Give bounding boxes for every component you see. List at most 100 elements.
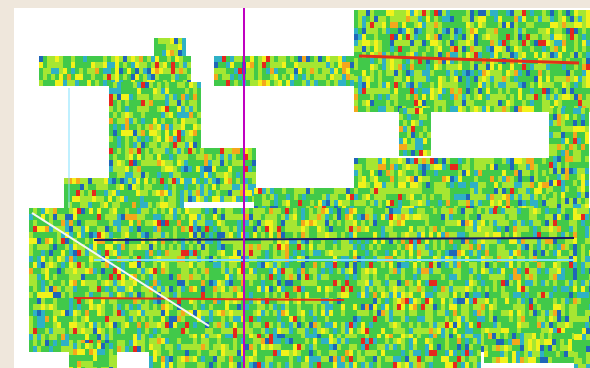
heatmap-cell — [370, 164, 374, 170]
heatmap-cell — [101, 262, 105, 268]
heatmap-cell — [554, 34, 558, 40]
heatmap-cell — [510, 100, 514, 106]
heatmap-cell — [474, 46, 478, 52]
heatmap-cell — [470, 10, 474, 16]
heatmap-cell — [334, 56, 338, 62]
heatmap-cell — [161, 268, 165, 274]
heatmap-cell — [446, 106, 450, 112]
heatmap-cell — [237, 226, 241, 232]
heatmap-cell — [212, 160, 216, 166]
heatmap-cell — [569, 204, 573, 210]
heatmap-cell — [418, 176, 422, 182]
heatmap-cell — [482, 100, 486, 106]
heatmap-cell — [220, 160, 224, 166]
heatmap-cell — [410, 200, 414, 206]
heatmap-cell — [478, 70, 482, 76]
heatmap-cell — [201, 226, 205, 232]
heatmap-cell — [205, 334, 209, 340]
heatmap-cell — [212, 148, 216, 154]
heatmap-cell — [362, 100, 366, 106]
heatmap-cell — [173, 214, 177, 220]
heatmap-cell — [153, 226, 157, 232]
heatmap-cell — [45, 268, 49, 274]
heatmap-cell — [217, 250, 221, 256]
heatmap-cell — [153, 232, 157, 238]
heatmap-cell — [313, 274, 317, 280]
heatmap-cell — [398, 10, 402, 16]
heatmap-cell — [265, 226, 269, 232]
heatmap-cell — [406, 40, 410, 46]
heatmap-cell — [57, 280, 61, 286]
heatmap-cell — [550, 88, 554, 94]
heatmap-cell — [333, 316, 337, 322]
heatmap-cell — [234, 80, 238, 86]
heatmap-cell — [386, 70, 390, 76]
heatmap-cell — [333, 292, 337, 298]
heatmap-cell — [61, 262, 65, 268]
heatmap-cell — [577, 132, 581, 138]
heatmap-cell — [209, 232, 213, 238]
heatmap-cell — [402, 194, 406, 200]
heatmap-cell — [236, 184, 240, 190]
heatmap-cell — [121, 238, 125, 244]
heatmap-cell — [502, 170, 506, 176]
heatmap-cell — [57, 292, 61, 298]
heatmap-cell — [570, 88, 574, 94]
heatmap-cell — [131, 56, 135, 62]
heatmap-cell — [57, 268, 61, 274]
heatmap-cell — [482, 82, 486, 88]
heatmap-cell — [427, 114, 431, 120]
heatmap-cell — [125, 154, 129, 160]
heatmap-cell — [181, 238, 185, 244]
radar-heatmap[interactable] — [14, 8, 590, 368]
heatmap-cell — [233, 232, 237, 238]
heatmap-cell — [141, 238, 145, 244]
heatmap-cell — [245, 262, 249, 268]
heatmap-cell — [213, 316, 217, 322]
heatmap-cell — [65, 280, 69, 286]
heatmap-cell — [281, 220, 285, 226]
heatmap-cell — [104, 178, 108, 184]
heatmap-cell — [325, 268, 329, 274]
heatmap-cell — [248, 166, 252, 172]
heatmap-cell — [228, 154, 232, 160]
heatmap-cell — [41, 226, 45, 232]
heatmap-cell — [59, 62, 63, 68]
heatmap-cell — [282, 68, 286, 74]
heatmap-cell — [85, 214, 89, 220]
heatmap-cell — [249, 238, 253, 244]
heatmap-cell — [478, 106, 482, 112]
heatmap-cell — [322, 200, 326, 206]
heatmap-cell — [582, 22, 586, 28]
heatmap-cell — [342, 74, 346, 80]
heatmap-cell — [370, 100, 374, 106]
heatmap-cell — [101, 238, 105, 244]
heatmap-cell — [63, 62, 67, 68]
heatmap-viewport[interactable] — [14, 8, 590, 368]
heatmap-cell — [177, 334, 181, 340]
heatmap-cell — [309, 316, 313, 322]
heatmap-cell — [514, 188, 518, 194]
heatmap-cell — [470, 170, 474, 176]
heatmap-cell — [502, 40, 506, 46]
heatmap-cell — [349, 322, 353, 328]
heatmap-cell — [61, 304, 65, 310]
heatmap-cell — [273, 232, 277, 238]
heatmap-cell — [189, 124, 193, 130]
heatmap-cell — [542, 88, 546, 94]
heatmap-cell — [185, 232, 189, 238]
heatmap-cell — [518, 16, 522, 22]
heatmap-cell — [309, 322, 313, 328]
heatmap-cell — [68, 190, 72, 196]
heatmap-cell — [394, 28, 398, 34]
heatmap-cell — [128, 202, 132, 208]
heatmap-cell — [450, 188, 454, 194]
heatmap-cell — [149, 322, 153, 328]
heatmap-cell — [317, 262, 321, 268]
heatmap-cell — [145, 340, 149, 346]
heatmap-cell — [141, 304, 145, 310]
heatmap-cell — [418, 158, 422, 164]
heatmap-cell — [346, 200, 350, 206]
heatmap-cell — [182, 38, 186, 44]
heatmap-cell — [550, 34, 554, 40]
